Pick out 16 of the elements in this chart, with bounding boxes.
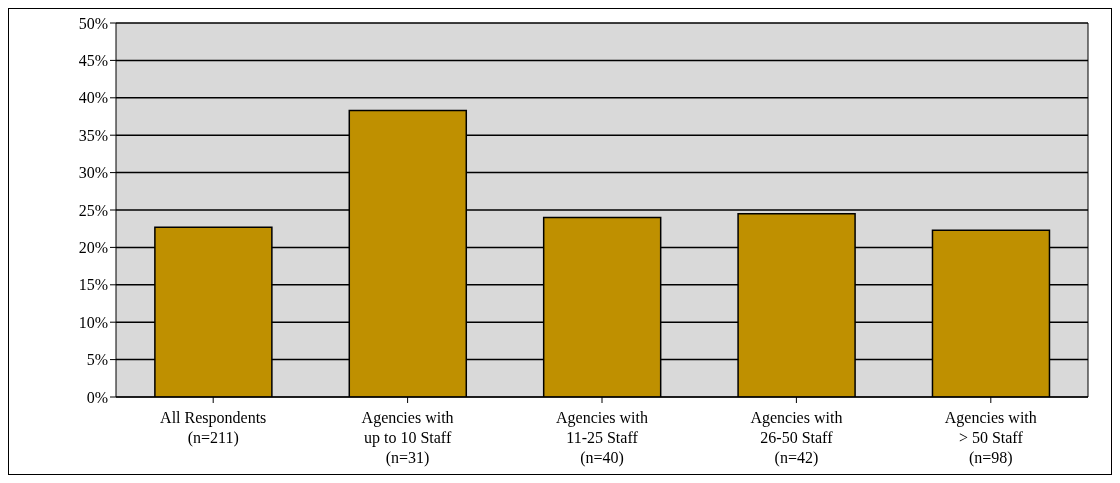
y-tick-label: 25% (78, 201, 108, 219)
y-tick-label: 40% (78, 89, 108, 107)
x-tick-label: Agencies with up to 10 Staff (n=31) (361, 409, 454, 467)
x-tick-label: Agencies with > 50 Staff (n=98) (944, 409, 1037, 467)
y-tick-label: 45% (78, 52, 108, 70)
x-tick-label: Agencies with 26-50 Staff (n=42) (750, 409, 843, 467)
y-tick-label: 5% (86, 351, 108, 369)
y-tick-label: 35% (78, 126, 108, 144)
x-tick-label: Agencies with 11-25 Staff (n=40) (556, 409, 648, 467)
y-tick-label: 50% (78, 14, 108, 32)
y-tick-label: 0% (86, 388, 108, 406)
y-tick-label: 10% (78, 313, 108, 331)
y-tick-label: 15% (78, 276, 108, 294)
y-tick-label: 30% (78, 164, 108, 182)
x-tick-label: All Respondents (n=211) (160, 409, 267, 447)
y-tick-label: 20% (78, 239, 108, 257)
